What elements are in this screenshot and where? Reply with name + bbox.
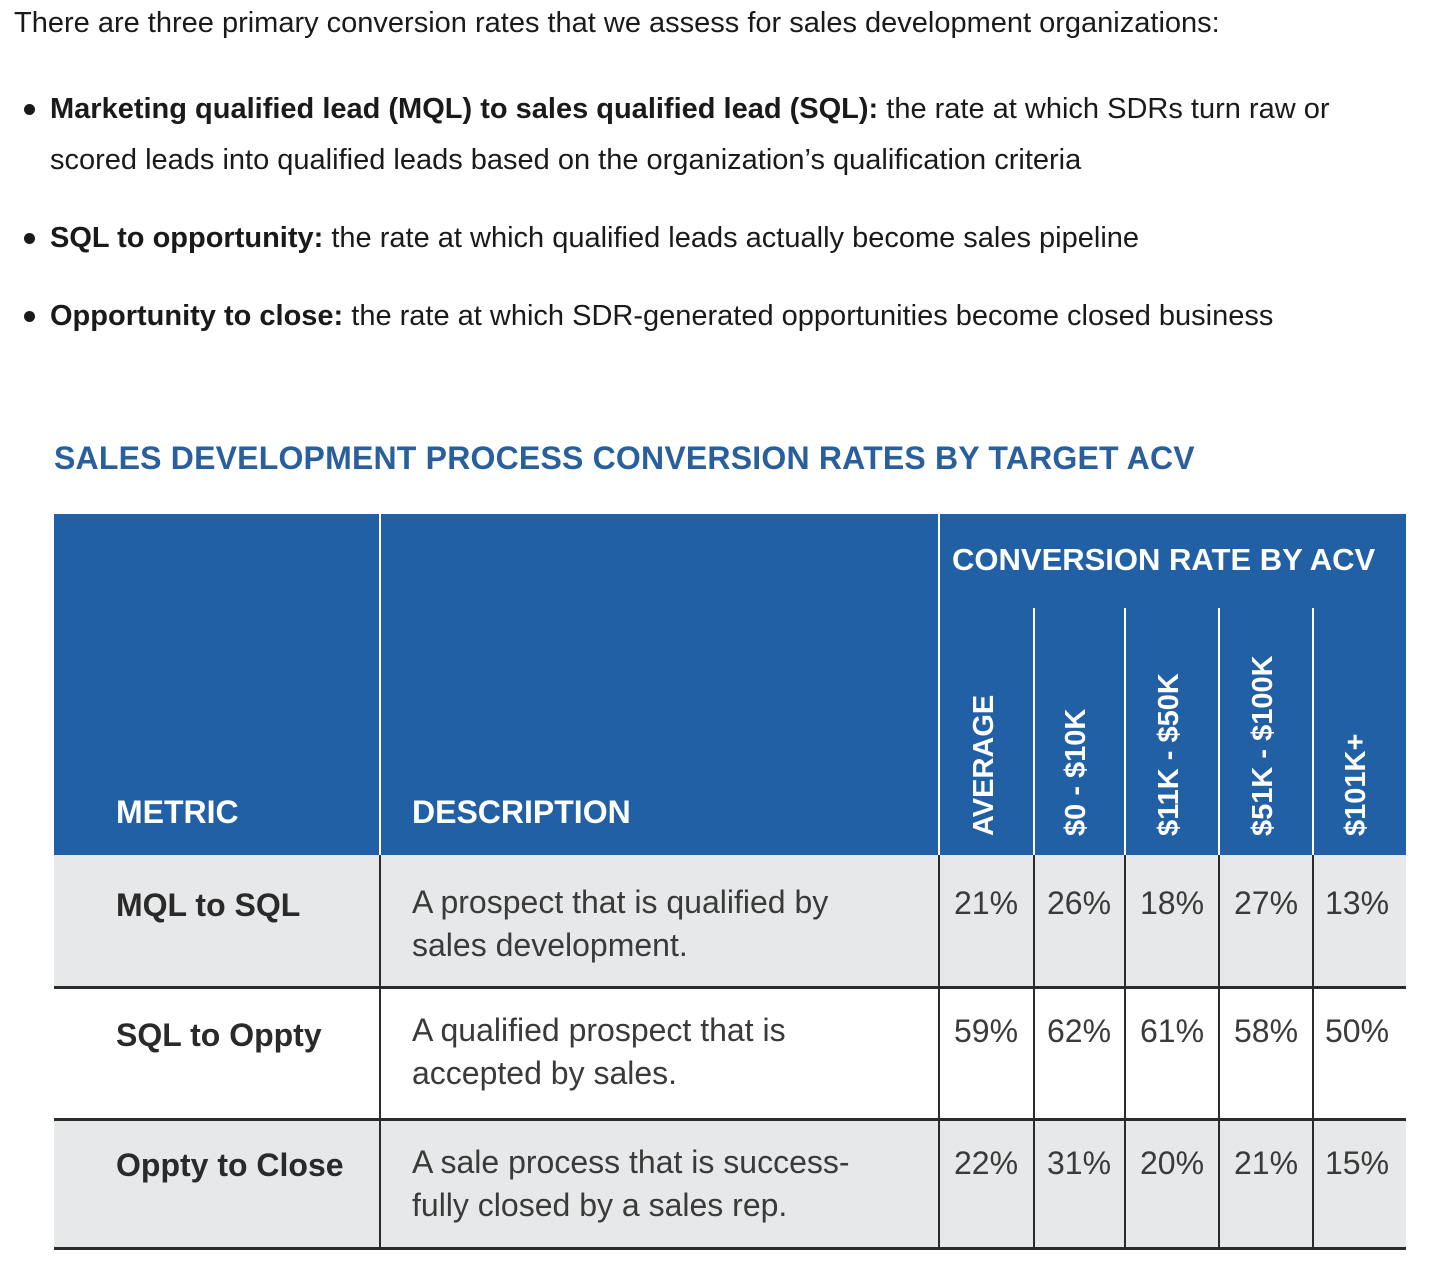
bullet-text-continued: scored leads into qualified leads based … [50,144,1082,176]
value-0-10k: 31% [1047,1145,1112,1181]
value-51k-100k: 21% [1234,1145,1299,1181]
header-divider [938,514,940,855]
value-average: 59% [954,1013,1019,1049]
column-divider [1124,855,1126,1250]
header-col-average: AVERAGE [968,694,1000,836]
header-col-101k-plus: $101K+ [1340,733,1372,836]
row-description-line: A sale process that is success- [412,1144,850,1180]
row-description-line: A prospect that is qualified by [412,884,829,920]
table-row: MQL to SQL A prospect that is qualified … [54,855,1406,987]
header-divider [1312,608,1314,855]
bullet-item-opportunity-close: Opportunity to close: the rate at which … [0,291,1456,342]
row-description-line: A qualified prospect that is [412,1012,786,1048]
value-11k-50k: 20% [1140,1145,1205,1181]
row-metric: MQL to SQL [116,887,301,923]
value-11k-50k: 18% [1140,885,1205,921]
table-row: Oppty to Close A sale process that is su… [54,1119,1406,1248]
value-0-10k: 26% [1047,885,1112,921]
row-divider [54,986,1406,989]
bullet-text: the rate at which SDRs turn raw or [878,93,1330,125]
header-divider [1124,608,1126,855]
header-col-0-10k: $0 - $10K [1060,708,1092,836]
bullet-text: the rate at which SDR-generated opportun… [343,300,1274,332]
row-description-line: sales development. [412,927,688,963]
header-metric: METRIC [116,794,239,830]
conversion-rate-table: METRIC DESCRIPTION CONVERSION RATE BY AC… [54,514,1406,1250]
row-metric: SQL to Oppty [116,1017,322,1053]
row-description-line: fully closed by a sales rep. [412,1187,788,1223]
bullet-term: SQL to opportunity: [50,222,324,254]
bullet-term: Marketing qualified lead (MQL) to sales … [50,93,879,125]
row-metric: Oppty to Close [116,1147,344,1183]
value-51k-100k: 58% [1234,1013,1299,1049]
column-divider [938,855,940,1250]
row-description: A prospect that is qualified by sales de… [412,881,912,967]
bullet-item-mql-sql: Marketing qualified lead (MQL) to sales … [0,84,1456,186]
bullet-text: the rate at which qualified leads actual… [323,222,1140,254]
row-description-line: accepted by sales. [412,1055,678,1091]
value-average: 21% [954,885,1019,921]
column-divider [1312,855,1314,1250]
bullet-term: Opportunity to close: [50,300,344,332]
header-description: DESCRIPTION [412,794,631,830]
bullet-item-sql-opportunity: SQL to opportunity: the rate at which qu… [0,213,1456,264]
header-divider [1218,608,1220,855]
header-divider [379,514,381,855]
row-description: A sale process that is success- fully cl… [412,1141,912,1227]
value-101k-plus: 15% [1325,1145,1390,1181]
column-divider [379,855,381,1250]
intro-paragraph: There are three primary conversion rates… [14,7,1220,39]
header-col-51k-100k: $51K - $100K [1247,655,1279,836]
bullet-dot-icon [24,233,35,244]
bullet-dot-icon [24,311,35,322]
table-title: SALES DEVELOPMENT PROCESS CONVERSION RAT… [54,440,1195,476]
column-divider [1033,855,1035,1250]
header-conversion-group: CONVERSION RATE BY ACV [952,542,1376,577]
row-divider [54,1118,1406,1121]
row-divider [54,1247,1406,1250]
value-101k-plus: 13% [1325,885,1390,921]
value-51k-100k: 27% [1234,885,1299,921]
header-col-11k-50k: $11K - $50K [1153,673,1185,836]
bullet-dot-icon [24,104,35,115]
value-101k-plus: 50% [1325,1013,1390,1049]
value-average: 22% [954,1145,1019,1181]
value-11k-50k: 61% [1140,1013,1205,1049]
column-divider [1218,855,1220,1250]
table-row: SQL to Oppty A qualified prospect that i… [54,987,1406,1119]
header-divider [1033,608,1035,855]
value-0-10k: 62% [1047,1013,1112,1049]
row-description: A qualified prospect that is accepted by… [412,1009,912,1095]
bullet-list: Marketing qualified lead (MQL) to sales … [0,84,1456,369]
table-header: METRIC DESCRIPTION CONVERSION RATE BY AC… [54,514,1406,855]
